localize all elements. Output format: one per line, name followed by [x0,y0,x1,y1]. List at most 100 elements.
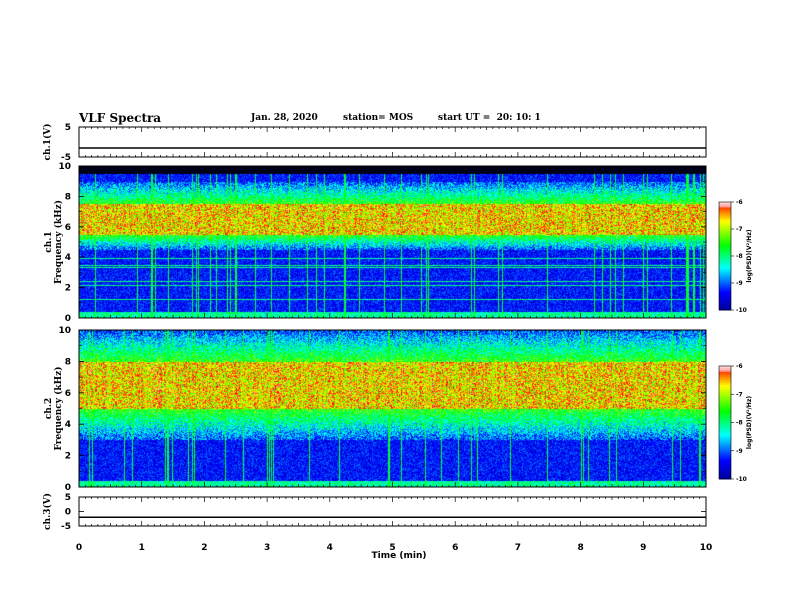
colorbar-cell-ch2 [719,446,731,450]
colorbar-cell-ch2 [719,462,731,465]
colorbar-cell-ch2 [719,403,731,407]
colorbar-cell-ch2 [719,430,731,433]
colorbar-cell-ch2 [719,416,731,420]
colorbar-cell-ch2 [719,426,731,429]
colorbar-label-ch1: log(PSD)(V²/Hz) [746,229,753,282]
colorbar-cell-ch2 [719,398,731,401]
colorbar-cell-ch1 [719,236,731,239]
colorbar-cell-ch1 [719,259,731,262]
colorbar-cell-ch1 [719,221,731,225]
colorbar-cell-ch1 [719,281,731,284]
colorbar-cell-ch1 [719,202,731,205]
colorbar-cell-ch2 [719,456,731,459]
colorbar-cell-ch2 [719,366,731,369]
colorbar-cell-ch1 [719,252,731,255]
colorbar-cell-ch2 [719,386,731,390]
colorbar-cell-ch1 [719,234,731,237]
colorbar-cell-ch1 [719,230,731,234]
colorbar-cell-ch2 [719,471,731,474]
y-axis-label-ch2: ch.2 Frequency (kHz) [44,366,64,450]
colorbar-tick-label-ch2: -6 [736,363,743,370]
colorbar-cell-ch1 [719,232,731,235]
y-tick-label-ch1: 2 [65,284,71,294]
colorbar-cell-ch2 [719,433,731,437]
colorbar-tick-label-ch2: -10 [736,476,747,483]
y-tick-label-ch1: -5 [61,153,71,163]
colorbar-cell-ch1 [719,308,731,311]
colorbar-cell-ch2 [719,377,731,380]
colorbar-cell-ch1 [719,275,731,279]
colorbar-cell-ch2 [719,396,731,399]
colorbar-cell-ch2 [719,428,731,431]
colorbar-cell-ch2 [719,431,731,435]
colorbar-tick-label-ch1: -9 [736,280,743,287]
colorbar-cell-ch1 [719,272,731,275]
colorbar-cell-ch2 [719,371,731,375]
colorbar-cell-ch1 [719,257,731,261]
colorbar-cell-ch2 [719,450,731,454]
station-label: station= MOS [343,113,414,123]
x-tick-label: 1 [139,543,145,553]
colorbar-label-text: log(PSD)(V²/Hz) [746,229,753,282]
colorbar-cell-ch1 [719,266,731,270]
colorbar-cell-ch1 [719,243,731,246]
colorbar-cell-ch1 [719,293,731,297]
colorbar-cell-ch1 [719,203,731,207]
colorbar-cell-ch2 [719,465,731,469]
colorbar-cell-ch1 [719,211,731,214]
colorbar-cell-ch2 [719,414,731,418]
colorbar-cell-ch2 [719,439,731,442]
colorbar-cell-ch2 [719,407,731,410]
colorbar-cell-ch1 [719,277,731,280]
colorbar-cell-ch2 [719,443,731,446]
colorbar-cell-ch1 [719,247,731,250]
colorbar-cell-ch2 [719,390,731,393]
colorbar-cell-ch1 [719,286,731,289]
colorbar-cell-ch1 [719,223,731,226]
colorbar-cell-ch1 [719,205,731,208]
y-tick-label-ch1: 0 [65,314,71,324]
ch1-spectrogram-image [79,166,706,318]
x-tick-label: 2 [201,543,207,553]
colorbar-cell-ch1 [719,306,731,309]
colorbar-cell-ch1 [719,270,731,273]
colorbar-cell-ch2 [719,420,731,423]
colorbar-cell-ch2 [719,399,731,403]
colorbar-cell-ch2 [719,384,731,388]
y-tick-label-ch3: 5 [65,493,71,503]
y-axis-label-ch1: ch.1(V) [42,124,53,161]
colorbar-cell-ch1 [719,256,731,259]
x-axis-label: Time (min) [372,551,427,561]
colorbar-tick-label-ch2: -9 [736,448,743,455]
colorbar-cell-ch1 [719,290,731,293]
colorbar-cell-ch1 [719,295,731,298]
colorbar-cell-ch1 [719,302,731,306]
colorbar-cell-ch2 [719,422,731,425]
colorbar-cell-ch2 [719,375,731,378]
colorbar-cell-ch1 [719,254,731,257]
colorbar-cell-ch1 [719,279,731,282]
colorbar-tick-label-ch1: -6 [736,199,743,206]
colorbar-label-ch2: log(PSD)(V²/Hz) [746,396,753,449]
colorbar-cell-ch1 [719,209,731,212]
colorbar-cell-ch2 [719,409,731,412]
colorbar-cell-ch1 [719,250,731,253]
colorbar-cell-ch2 [719,405,731,408]
colorbar-cell-ch1 [719,261,731,264]
colorbar-cell-ch1 [719,297,731,300]
colorbar-cell-ch2 [719,445,731,448]
y-tick-label-ch2: 0 [65,483,71,493]
colorbar-cell-ch2 [719,401,731,405]
colorbar-cell-ch2 [719,477,731,480]
colorbar-cell-ch2 [719,475,731,478]
colorbar-cell-ch2 [719,392,731,395]
colorbar-cell-ch2 [719,448,731,452]
y-axis-label-line2: Frequency (kHz) [53,200,64,284]
x-tick-label: 4 [327,543,333,553]
y-tick-label-ch2: 6 [65,389,71,399]
colorbar-cell-ch2 [719,418,731,422]
colorbar-cell-ch1 [719,241,731,244]
colorbar-cell-ch1 [719,239,731,243]
colorbar-cell-ch2 [719,411,731,414]
y-axis-label-ch3: ch.3(V) [42,493,53,530]
